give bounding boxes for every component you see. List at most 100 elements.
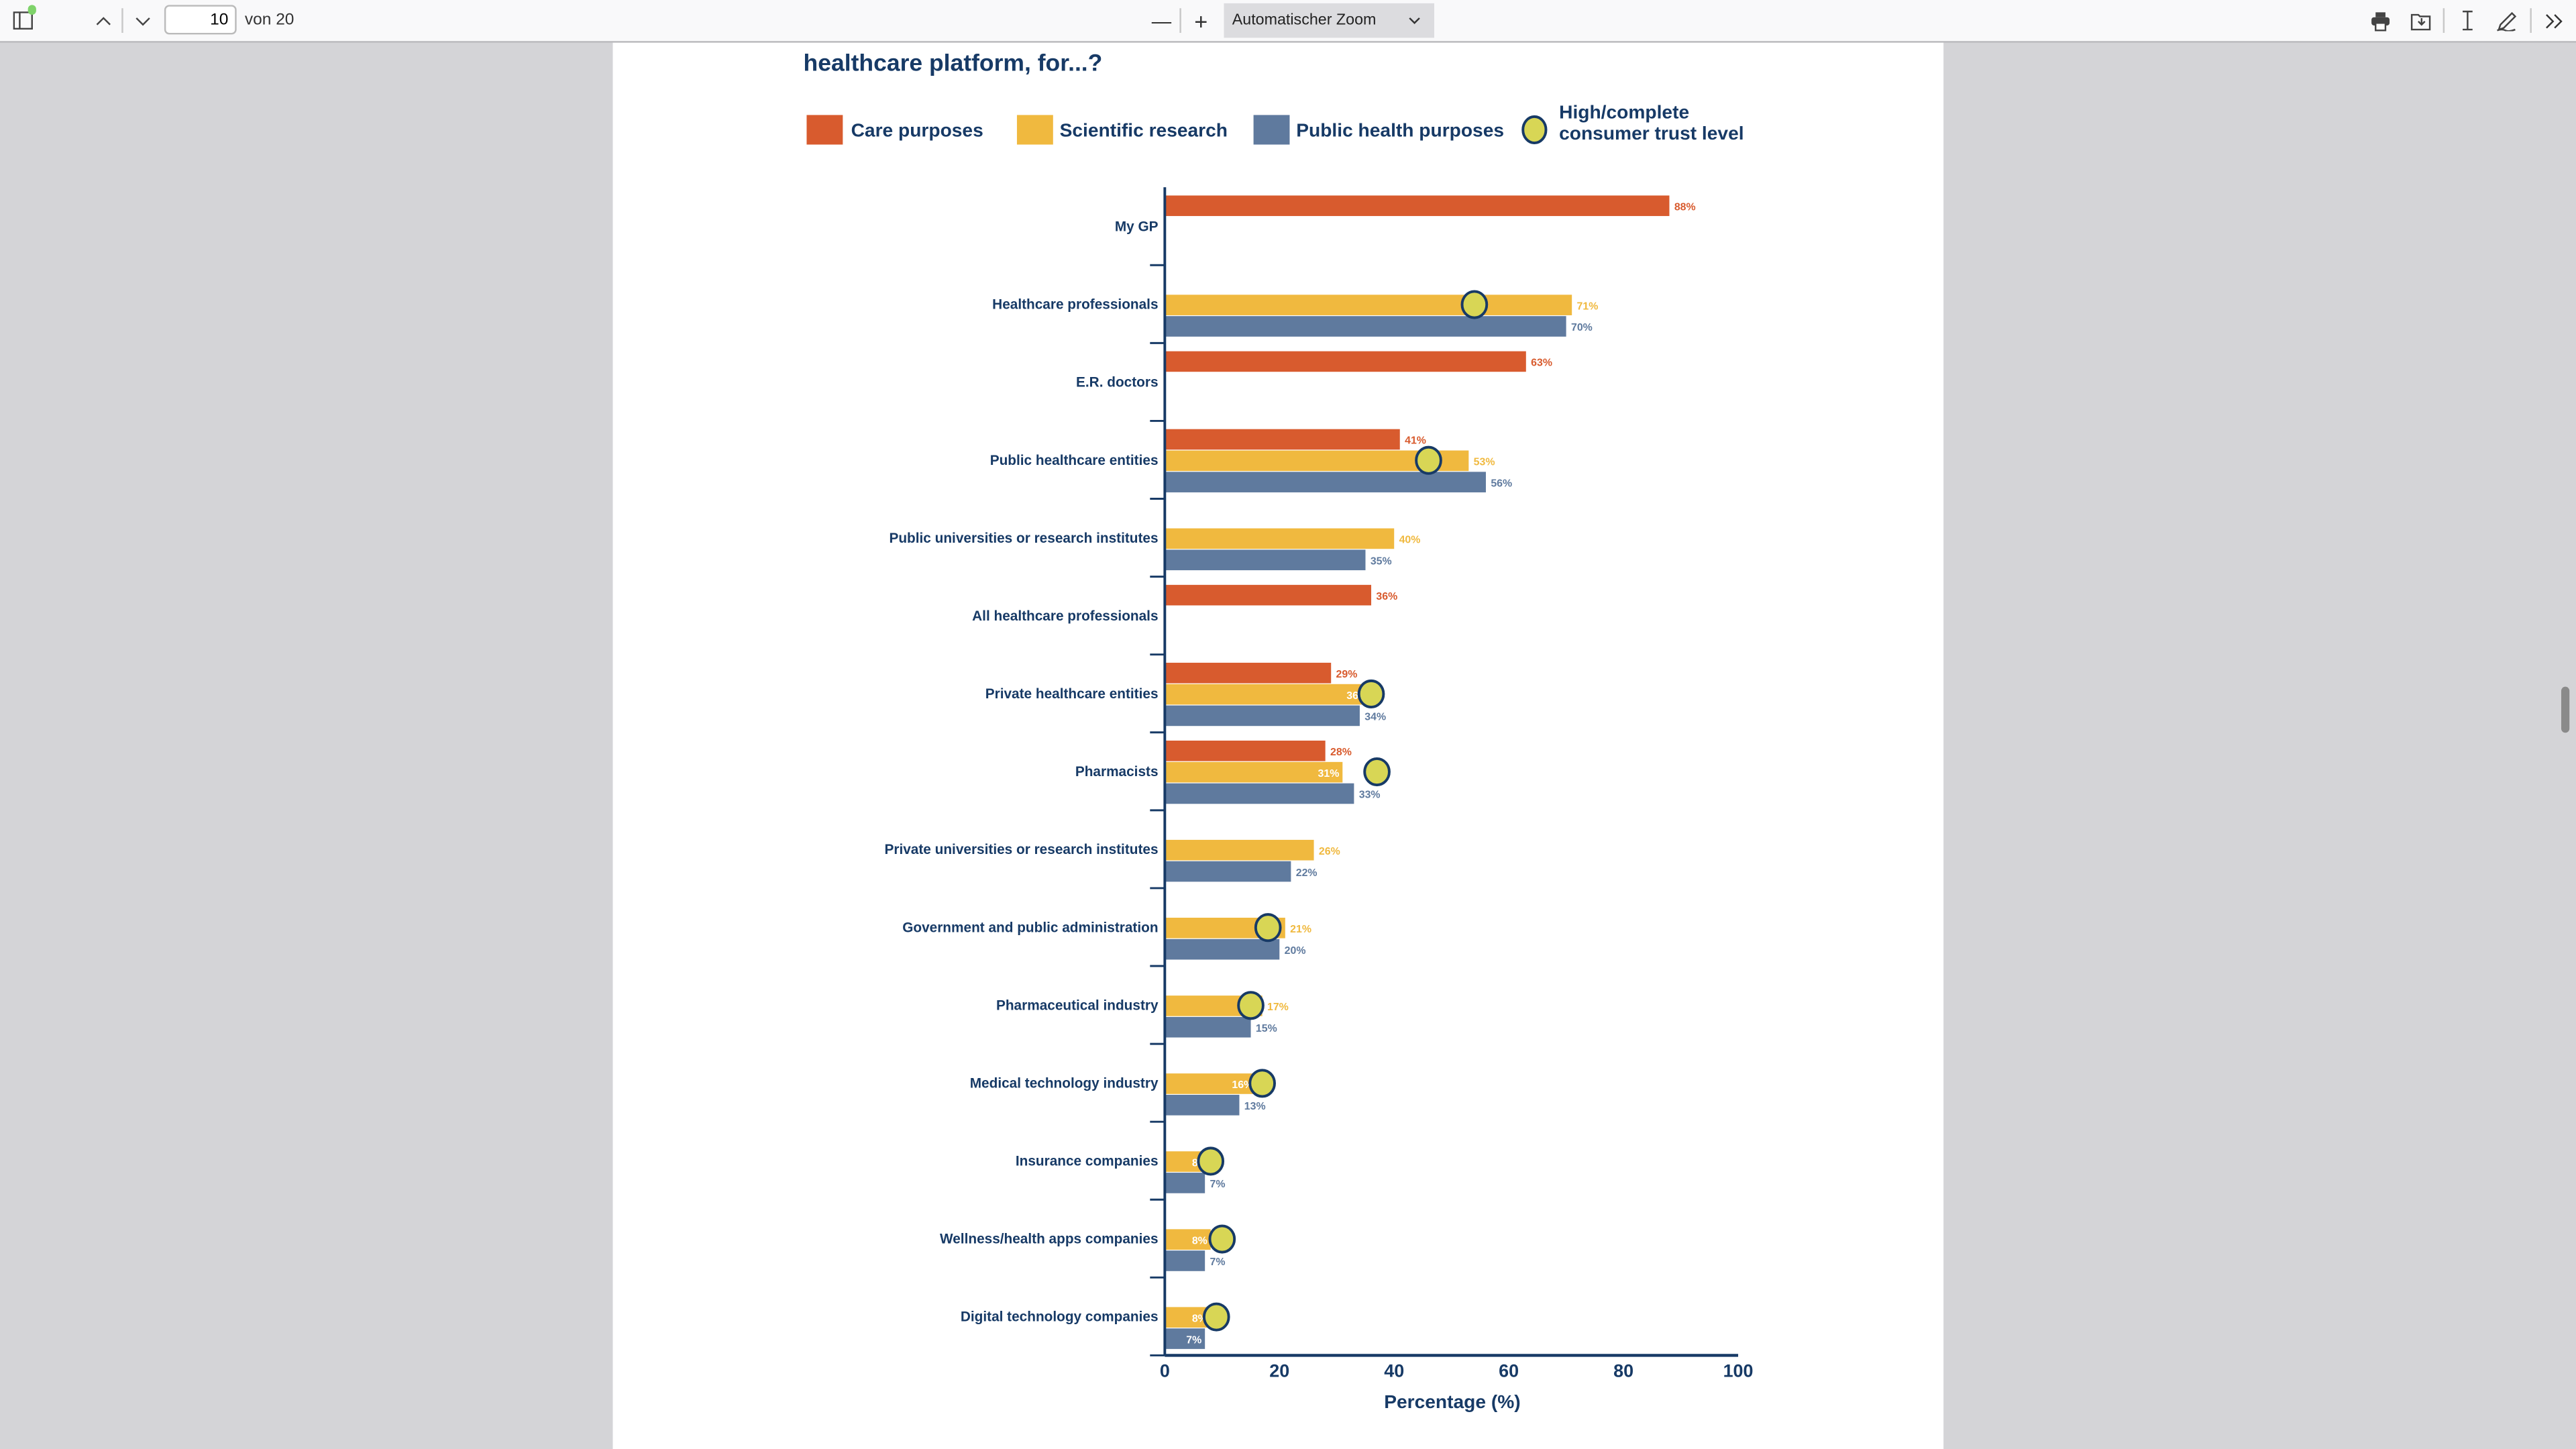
legend-label-public: Public health purposes: [1296, 119, 1504, 140]
data-label-care: 88%: [1674, 201, 1696, 213]
trust-marker: [1415, 445, 1442, 475]
category-label: My GP: [1115, 219, 1159, 235]
category-label: Digital technology companies: [961, 1309, 1159, 1325]
draw-tool-icon[interactable]: [2494, 0, 2519, 41]
bar-public: [1165, 938, 1280, 960]
data-label-care: 63%: [1531, 358, 1552, 369]
x-tick-label: 40: [1384, 1360, 1404, 1381]
trust-marker: [1237, 991, 1265, 1020]
x-axis-label: Percentage (%): [1384, 1391, 1520, 1412]
trust-marker: [1460, 290, 1489, 319]
plot-area: My GP 88% Healthcare professionals 71% 70% E.…: [885, 187, 1754, 1381]
legend-label-science: Scientific research: [1060, 119, 1228, 140]
bar-science: [1165, 294, 1572, 315]
data-label-public: 7%: [1210, 1179, 1226, 1190]
data-label-public: 7%: [1210, 1256, 1226, 1268]
data-label-science: 71%: [1577, 301, 1599, 312]
x-tick-label: 60: [1499, 1360, 1519, 1381]
category-label: Public healthcare entities: [990, 453, 1159, 468]
data-label-public: 33%: [1359, 790, 1381, 801]
bar-care: [1165, 741, 1326, 761]
bar-care: [1165, 584, 1372, 606]
bar-public: [1165, 861, 1291, 882]
bar-public: [1165, 1250, 1205, 1271]
bar-public: [1165, 783, 1354, 804]
data-label-science: 8%: [1192, 1235, 1208, 1246]
data-label-care: 41%: [1405, 435, 1426, 447]
bar-science: [1165, 1229, 1211, 1250]
data-label-science: 53%: [1474, 457, 1495, 468]
x-tick-label: 0: [1160, 1360, 1170, 1381]
chevron-down-icon: [1409, 17, 1420, 25]
zoom-out-button[interactable]: —: [1151, 9, 1172, 32]
bar-public: [1165, 1016, 1251, 1038]
legend-label-trust: High/complete consumer trust level: [1559, 103, 1744, 145]
data-label-science: 31%: [1318, 768, 1340, 780]
data-label-care: 36%: [1376, 591, 1397, 602]
category-label: E.R. doctors: [1076, 375, 1159, 390]
category-label: All healthcare professionals: [972, 608, 1158, 624]
category-label: Public universities or research institut…: [889, 531, 1158, 546]
bar-public: [1165, 549, 1366, 571]
bar-science: [1165, 528, 1395, 549]
data-label-public: 15%: [1256, 1023, 1277, 1034]
bar-science: [1165, 684, 1372, 705]
category-label: Wellness/health apps companies: [940, 1232, 1159, 1247]
bar-care: [1165, 351, 1526, 372]
trust-marker: [1254, 913, 1282, 943]
legend-swatch-care: [806, 115, 843, 145]
legend: Care purposes Scientific research Public…: [806, 103, 1744, 145]
category-label: Government and public administration: [902, 920, 1158, 935]
data-label-care: 29%: [1336, 669, 1358, 680]
bar-care: [1165, 429, 1400, 450]
data-label-public: 13%: [1244, 1101, 1266, 1112]
zoom-in-button[interactable]: +: [1194, 7, 1208, 34]
bar-public: [1165, 1328, 1205, 1349]
data-label-public: 70%: [1571, 322, 1593, 333]
page-total-label: von 20: [244, 11, 294, 30]
legend-label-care: Care purposes: [851, 119, 983, 140]
data-label-public: 22%: [1296, 867, 1318, 879]
data-label-public: 35%: [1371, 555, 1392, 567]
legend-swatch-science: [1016, 115, 1053, 145]
category-label: Healthcare professionals: [992, 297, 1158, 313]
trust-marker: [1208, 1224, 1236, 1254]
bar-public: [1165, 316, 1566, 337]
text-tool-icon[interactable]: [2456, 0, 2479, 41]
bar-public: [1165, 705, 1360, 727]
data-label-science: 26%: [1319, 846, 1340, 857]
next-page-icon[interactable]: [129, 0, 156, 41]
more-tools-icon[interactable]: [2542, 0, 2567, 41]
trust-marker: [1363, 757, 1391, 787]
data-label-public: 20%: [1285, 945, 1306, 957]
bar-science: [1165, 1073, 1257, 1094]
data-label-science: 40%: [1399, 535, 1421, 546]
data-label-science: 21%: [1290, 924, 1311, 935]
bar-science: [1165, 839, 1314, 861]
previous-page-icon[interactable]: [91, 0, 117, 41]
trust-marker: [1357, 679, 1385, 709]
legend-trust-marker: [1521, 115, 1548, 145]
category-label: Pharmaceutical industry: [996, 998, 1159, 1013]
page-number-input[interactable]: 10: [164, 5, 237, 35]
category-label: Private universities or research institu…: [885, 842, 1159, 857]
data-label-public: 34%: [1364, 712, 1386, 723]
data-label-science: 17%: [1267, 1002, 1289, 1013]
pdf-toolbar: 10 von 20 — + Automatischer Zoom: [0, 0, 2576, 43]
print-icon[interactable]: [2367, 0, 2392, 41]
x-tick-label: 80: [1613, 1360, 1633, 1381]
bar-care: [1165, 195, 1670, 217]
trust-marker: [1248, 1069, 1276, 1098]
sidebar-toggle-icon[interactable]: [8, 0, 38, 41]
category-label: Insurance companies: [1016, 1154, 1159, 1169]
data-label-science: 16%: [1232, 1079, 1253, 1091]
bar-science: [1165, 761, 1343, 783]
data-label-care: 28%: [1330, 747, 1352, 758]
category-label: Pharmacists: [1075, 764, 1159, 780]
trust-marker: [1202, 1302, 1230, 1332]
save-download-icon[interactable]: [2408, 0, 2433, 41]
zoom-select[interactable]: Automatischer Zoom: [1224, 3, 1434, 38]
scrollbar-thumb[interactable]: [2561, 686, 2570, 733]
legend-swatch-public: [1253, 115, 1290, 145]
